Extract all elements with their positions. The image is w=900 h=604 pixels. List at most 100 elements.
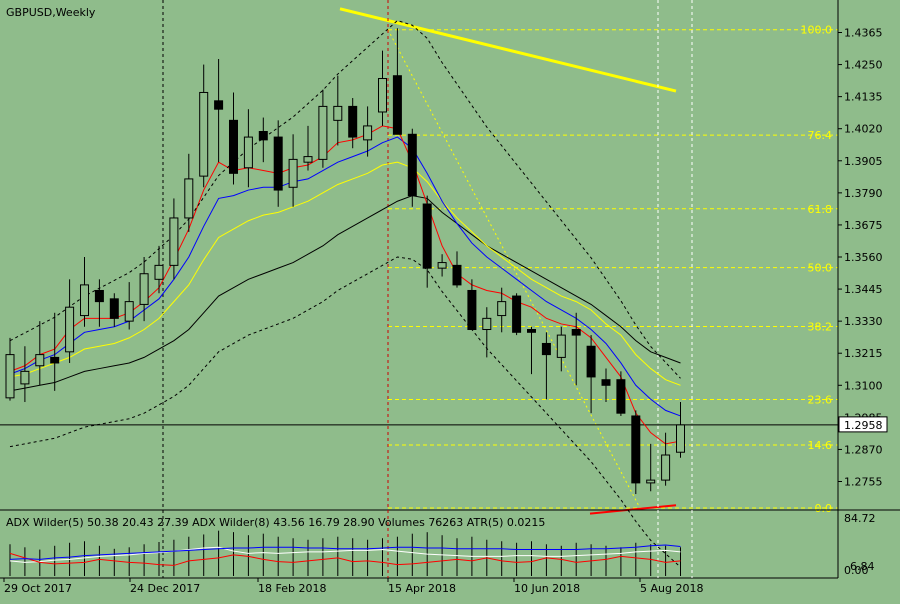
- candle-body: [94, 289, 104, 303]
- candle: [676, 402, 685, 458]
- time-axis: 29 Oct 2017 24 Dec 2017 18 Feb 2018 15 Apr …: [3, 578, 703, 595]
- candle-body: [541, 342, 551, 356]
- ma-line-black: [9, 195, 681, 392]
- candle-body: [586, 345, 596, 378]
- candle: [50, 312, 60, 391]
- adx-scale-min2: 6.84: [850, 560, 875, 573]
- candle: [229, 92, 238, 185]
- indicator-lines: [9, 19, 681, 568]
- fib-label-14.6: 14.6: [808, 439, 833, 452]
- price-tick-label: 1.3675: [844, 219, 883, 232]
- candle: [631, 410, 641, 495]
- candle-body: [258, 131, 268, 141]
- candle-body: [497, 301, 507, 317]
- candle-body: [139, 273, 149, 305]
- candle: [303, 125, 313, 171]
- candle-body: [20, 370, 30, 385]
- candle: [556, 326, 566, 372]
- candle-body: [154, 264, 164, 280]
- candle: [392, 28, 402, 135]
- candle: [407, 128, 417, 207]
- candle: [571, 312, 581, 386]
- price-tick-label: 1.3790: [844, 187, 883, 200]
- candle: [35, 321, 45, 386]
- fib-diagonal: [387, 29, 641, 509]
- candle-body: [676, 424, 685, 453]
- last-price-box: [838, 416, 888, 433]
- candle: [5, 337, 15, 401]
- adx-scale-min: 0.00: [844, 564, 869, 577]
- candle-body: [378, 78, 387, 113]
- support-line: [589, 504, 677, 515]
- envelope-lower: [9, 256, 681, 568]
- di-plus-line: [9, 546, 681, 563]
- candle: [646, 443, 656, 492]
- candle: [318, 89, 328, 168]
- chart-title: GBPUSD,Weekly: [6, 6, 96, 19]
- candle: [541, 332, 551, 400]
- price-tick-label: 1.3560: [844, 251, 883, 264]
- price-tick-label: 1.3905: [844, 155, 883, 168]
- price-tick-label: 1.3330: [844, 315, 883, 328]
- candle-body: [527, 329, 536, 333]
- price-tick-label: 1.4365: [844, 26, 883, 39]
- candle: [378, 50, 387, 126]
- envelope-upper: [9, 19, 681, 379]
- candle-body: [214, 100, 224, 110]
- price-tick-label: 1.4135: [844, 91, 883, 104]
- candle-body: [616, 379, 626, 414]
- candle: [452, 251, 462, 288]
- time-tick-label: 15 Apr 2018: [388, 582, 456, 595]
- candle: [348, 98, 358, 149]
- price-tick-label: 1.2870: [844, 443, 883, 456]
- price-tick-label: 1.4020: [844, 123, 883, 136]
- ma-line-yellow: [9, 161, 681, 386]
- candle-body: [571, 329, 581, 336]
- candle-body: [199, 91, 209, 177]
- candle: [586, 335, 596, 414]
- fib-label-38.2: 38.2: [808, 320, 833, 333]
- price-tick-label: 1.3100: [844, 379, 883, 392]
- candle: [94, 279, 104, 327]
- candle: [214, 58, 224, 163]
- candle: [422, 195, 432, 288]
- candle-body: [422, 203, 432, 269]
- candle: [243, 109, 253, 188]
- candle-body: [407, 133, 417, 197]
- candle-body: [35, 354, 45, 367]
- di-minus-line: [9, 552, 681, 566]
- candle-body: [661, 454, 671, 481]
- time-tick-label: 18 Feb 2018: [258, 582, 326, 595]
- time-tick-label: 29 Oct 2017: [4, 582, 72, 595]
- price-tick-label: 1.3215: [844, 347, 883, 360]
- candle: [363, 106, 373, 157]
- candle-body: [452, 264, 462, 286]
- ma-line-red: [9, 125, 681, 445]
- candle: [154, 245, 164, 294]
- ma-line-blue: [9, 136, 681, 417]
- candle-body: [437, 262, 447, 269]
- candle: [169, 198, 179, 280]
- candle: [20, 346, 30, 403]
- candle-body: [184, 178, 194, 219]
- adx-line: [9, 544, 681, 560]
- candle: [482, 307, 492, 358]
- candle: [437, 254, 447, 277]
- price-tick-label: 1.3445: [844, 283, 883, 296]
- candle-body: [243, 136, 253, 169]
- candle-body: [303, 156, 313, 163]
- candle-body: [273, 136, 283, 191]
- time-tick-label: 10 Jun 2018: [514, 582, 580, 595]
- candle-body: [333, 105, 343, 121]
- candle-body: [5, 354, 15, 399]
- candle-body: [556, 334, 566, 358]
- candle: [80, 257, 89, 327]
- candle: [661, 432, 671, 486]
- fib-label-100.0: 100.0: [801, 24, 833, 37]
- price-tick-label: 1.2755: [844, 476, 883, 489]
- candle-body: [169, 217, 179, 266]
- candle-body: [109, 298, 119, 319]
- candle: [273, 120, 283, 207]
